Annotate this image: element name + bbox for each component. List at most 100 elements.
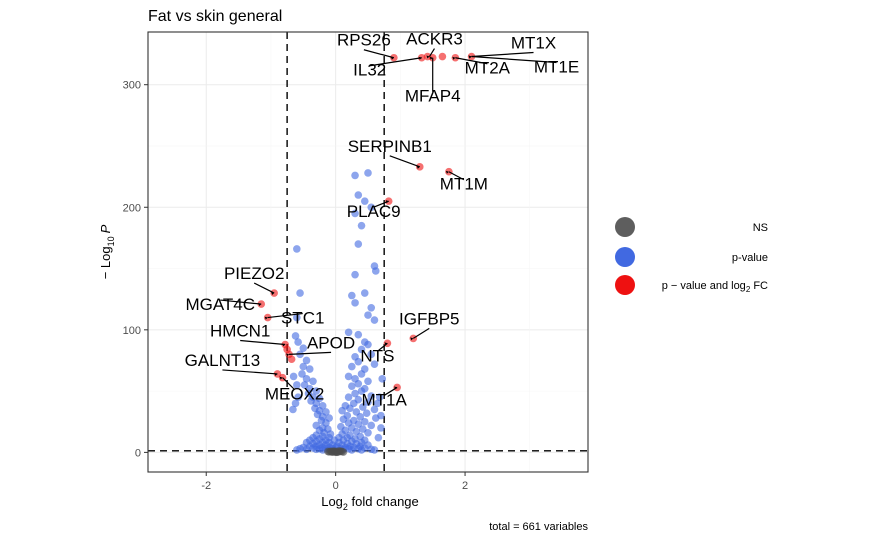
- data-point: [344, 372, 353, 381]
- label-connector: [267, 312, 303, 319]
- data-point: [357, 446, 366, 454]
- data-point: [370, 405, 379, 414]
- data-point: [370, 360, 379, 368]
- data-point: [367, 203, 376, 212]
- data-point: [360, 289, 369, 297]
- connector-arrowhead: [286, 353, 290, 357]
- data-point: [270, 289, 278, 297]
- label-connector: [363, 49, 395, 59]
- data-point: [357, 387, 366, 395]
- connector-arrowhead: [468, 55, 472, 59]
- gene-label: SERPINB1: [348, 137, 432, 156]
- x-axis: -2 0 2: [201, 472, 468, 492]
- connector-arrowhead: [274, 372, 278, 376]
- label-connector: [455, 57, 488, 65]
- data-point: [348, 362, 356, 371]
- caption: total = 661 variables: [489, 521, 588, 533]
- data-point: [370, 446, 379, 454]
- data-point: [346, 404, 354, 413]
- data-point: [364, 428, 372, 437]
- gene-label: MT1M: [440, 175, 488, 194]
- label-connector: [471, 51, 534, 58]
- connector-arrowhead: [279, 376, 283, 380]
- label-connector: [389, 155, 420, 168]
- data-point: [370, 316, 379, 324]
- connector-arrowhead: [445, 170, 449, 174]
- y-tick-label: 0: [135, 447, 141, 459]
- label-connector: [282, 377, 296, 391]
- data-point: [302, 356, 311, 365]
- data-point: [393, 383, 401, 392]
- data-point: [357, 370, 366, 378]
- connector-arrowhead: [452, 56, 456, 60]
- data-point: [360, 417, 369, 426]
- data-point: [298, 370, 306, 378]
- label-connector: [373, 200, 389, 208]
- data-point: [351, 389, 359, 398]
- connector-arrowhead: [429, 56, 433, 60]
- legend-swatch: [615, 275, 635, 295]
- x-tick-label: 2: [462, 480, 468, 492]
- data-point: [348, 446, 356, 454]
- connector-arrowhead: [394, 386, 398, 390]
- data-point: [348, 291, 356, 300]
- data-point: [294, 338, 302, 346]
- gene-label: MFAP4: [405, 87, 461, 106]
- y-tick-label: 100: [123, 325, 141, 337]
- gene-label: HMCN1: [210, 322, 270, 341]
- data-point: [299, 344, 308, 353]
- data-point: [378, 375, 387, 383]
- gene-label: MEOX2: [265, 385, 325, 404]
- data-point: [293, 245, 301, 253]
- data-point: [312, 387, 321, 395]
- data-point: [289, 405, 297, 414]
- data-point: [367, 392, 376, 400]
- label-connector: [448, 171, 465, 181]
- label-connector: [289, 351, 332, 355]
- legend-swatch: [615, 247, 635, 267]
- gene-label: MT1X: [511, 34, 556, 53]
- data-point: [371, 267, 380, 275]
- connector-arrowhead: [271, 292, 275, 296]
- data-point: [339, 448, 348, 456]
- data-point: [360, 197, 369, 205]
- data-point: [299, 362, 308, 371]
- chart-title: Fat vs skin general: [148, 8, 282, 25]
- data-point: [356, 413, 365, 421]
- data-point: [293, 381, 301, 389]
- label-connector: [428, 48, 435, 57]
- x-tick-label: -2: [201, 480, 211, 492]
- data-point: [312, 445, 321, 454]
- data-point: [351, 209, 359, 218]
- connector-arrowhead: [390, 56, 394, 60]
- legend-swatch: [615, 217, 635, 237]
- y-tick-label: 200: [123, 202, 141, 214]
- data-point: [367, 350, 376, 359]
- data-point: [354, 191, 363, 199]
- data-point: [374, 433, 383, 442]
- connector-arrowhead: [426, 55, 430, 59]
- gene-label: MT2A: [465, 59, 511, 78]
- data-point: [331, 448, 340, 456]
- data-point: [359, 403, 367, 411]
- connector-arrowhead: [258, 303, 262, 307]
- label-connector: [253, 282, 275, 294]
- data-point: [294, 393, 302, 402]
- data-point: [344, 393, 353, 402]
- gene-label: IGFBP5: [399, 309, 459, 328]
- connector-arrowhead: [282, 343, 286, 347]
- label-connector: [369, 57, 422, 67]
- label-connector: [412, 327, 430, 339]
- data-point: [351, 270, 359, 279]
- data-point: [390, 53, 398, 62]
- gene-label: STC1: [281, 309, 324, 328]
- gene-label: MT1A: [361, 390, 407, 409]
- data-point: [364, 311, 372, 319]
- data-point: [302, 445, 311, 454]
- data-point: [351, 171, 359, 180]
- data-point: [364, 398, 372, 406]
- gene-label: MGAT4C: [185, 295, 255, 314]
- data-point: [364, 169, 372, 177]
- data-point: [367, 303, 376, 312]
